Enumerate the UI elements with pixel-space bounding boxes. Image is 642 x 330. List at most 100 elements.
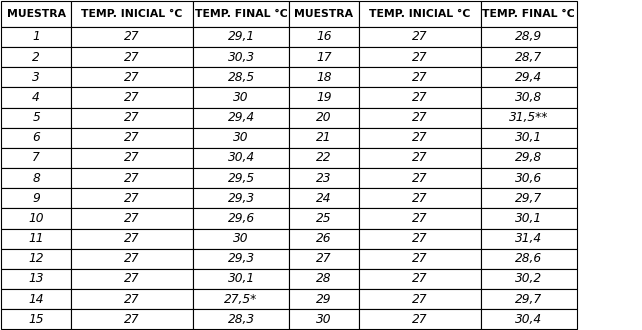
Bar [193,67,289,87]
Text: 29,8: 29,8 [516,151,542,164]
Text: 19: 19 [316,91,332,104]
Text: 28,6: 28,6 [516,252,542,265]
Text: 29,4: 29,4 [516,71,542,84]
Bar [1,1,71,27]
Text: 10: 10 [28,212,44,225]
Bar [481,128,577,148]
Bar [1,87,71,108]
Bar [71,108,193,128]
Text: 27: 27 [125,50,140,64]
Text: 27: 27 [125,172,140,184]
Bar [71,188,193,208]
Bar [1,108,71,128]
Bar [289,249,359,269]
Text: 31,5**: 31,5** [509,111,548,124]
Bar [289,67,359,87]
Bar [289,309,359,329]
Text: 28,9: 28,9 [516,30,542,44]
Text: 27: 27 [125,111,140,124]
Text: 26: 26 [316,232,332,245]
Bar [71,289,193,309]
Text: 20: 20 [316,111,332,124]
Text: 29,4: 29,4 [227,111,255,124]
Text: 27: 27 [412,111,428,124]
Text: MUESTRA: MUESTRA [295,9,353,19]
Text: 27: 27 [412,273,428,285]
Text: 28,3: 28,3 [227,313,255,326]
Bar [359,67,481,87]
Text: 1: 1 [32,30,40,44]
Text: 30: 30 [233,91,249,104]
Bar [289,128,359,148]
Bar [481,309,577,329]
Text: 12: 12 [28,252,44,265]
Bar [193,1,289,27]
Text: 27: 27 [412,151,428,164]
Text: TEMP. INICIAL °C: TEMP. INICIAL °C [369,9,471,19]
Text: 27: 27 [125,71,140,84]
Text: 24: 24 [316,192,332,205]
Bar [1,128,71,148]
Bar [359,87,481,108]
Text: TEMP. INICIAL °C: TEMP. INICIAL °C [82,9,183,19]
Text: TEMP. FINAL °C: TEMP. FINAL °C [195,9,288,19]
Text: 27: 27 [125,313,140,326]
Bar [193,128,289,148]
Text: MUESTRA: MUESTRA [6,9,65,19]
Text: 29: 29 [316,293,332,306]
Text: 27: 27 [412,91,428,104]
Text: 27: 27 [412,232,428,245]
Bar [289,168,359,188]
Bar [289,47,359,67]
Bar [193,309,289,329]
Text: 16: 16 [316,30,332,44]
Text: 27: 27 [125,252,140,265]
Bar [289,269,359,289]
Bar [193,289,289,309]
Bar [481,249,577,269]
Text: 30,4: 30,4 [516,313,542,326]
Bar [71,208,193,228]
Bar [1,168,71,188]
Text: 30,3: 30,3 [227,50,255,64]
Text: 27: 27 [412,192,428,205]
Bar [1,47,71,67]
Text: 27: 27 [125,273,140,285]
Bar [1,208,71,228]
Text: 27: 27 [412,313,428,326]
Bar [71,269,193,289]
Text: 30: 30 [233,131,249,144]
Bar [193,208,289,228]
Text: 2: 2 [32,50,40,64]
Bar [289,188,359,208]
Bar [359,27,481,47]
Bar [289,27,359,47]
Text: 30,4: 30,4 [227,151,255,164]
Text: 21: 21 [316,131,332,144]
Text: 27: 27 [125,192,140,205]
Bar [71,128,193,148]
Bar [193,269,289,289]
Bar [1,228,71,249]
Text: 28,5: 28,5 [227,71,255,84]
Bar [481,208,577,228]
Text: 27: 27 [412,131,428,144]
Bar [193,108,289,128]
Text: 27: 27 [125,232,140,245]
Bar [1,269,71,289]
Bar [193,228,289,249]
Bar [71,249,193,269]
Bar [1,148,71,168]
Text: 28: 28 [316,273,332,285]
Bar [289,148,359,168]
Bar [71,1,193,27]
Bar [193,168,289,188]
Text: 9: 9 [32,192,40,205]
Bar [71,47,193,67]
Bar [359,128,481,148]
Text: 27: 27 [316,252,332,265]
Text: 27: 27 [412,50,428,64]
Text: 29,1: 29,1 [227,30,255,44]
Text: 27: 27 [125,212,140,225]
Text: 3: 3 [32,71,40,84]
